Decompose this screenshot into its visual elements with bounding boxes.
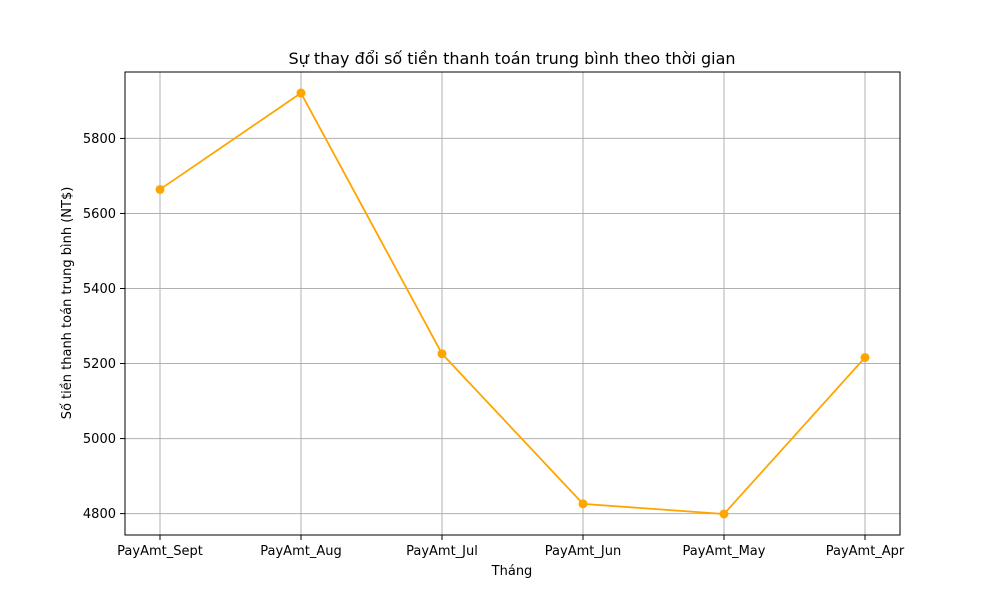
data-point — [719, 509, 729, 519]
x-tick-label: PayAmt_Apr — [826, 544, 905, 559]
data-point — [296, 88, 306, 98]
y-tick-label: 5200 — [83, 357, 116, 372]
y-tick-label: 5800 — [83, 132, 116, 147]
chart-title: Sự thay đổi số tiền thanh toán trung bìn… — [288, 49, 735, 68]
y-tick-label: 5600 — [83, 207, 116, 222]
data-point — [437, 349, 447, 359]
grid — [125, 72, 900, 535]
data-point — [860, 353, 870, 363]
y-tick-label: 5000 — [83, 432, 116, 447]
x-tick-label: PayAmt_Aug — [260, 544, 341, 559]
x-tick-label: PayAmt_Sept — [117, 544, 203, 559]
y-axis-label: Số tiền thanh toán trung bình (NT$) — [60, 187, 75, 420]
x-axis-label: Tháng — [491, 564, 533, 579]
y-tick-label: 4800 — [83, 507, 116, 522]
data-point — [578, 499, 588, 509]
y-tick-label: 5400 — [83, 282, 116, 297]
plot-frame — [124, 71, 901, 536]
series-line — [159, 92, 866, 515]
series-layer — [155, 88, 870, 519]
axis-ticks: PayAmt_Sept PayAmt_Aug PayAmt_Jul PayAmt_Ju… — [83, 132, 905, 559]
x-tick-label: PayAmt_May — [683, 544, 766, 559]
data-point — [155, 184, 165, 194]
x-tick-label: PayAmt_Jul — [406, 544, 478, 559]
x-tick-label: PayAmt_Jun — [545, 544, 621, 559]
